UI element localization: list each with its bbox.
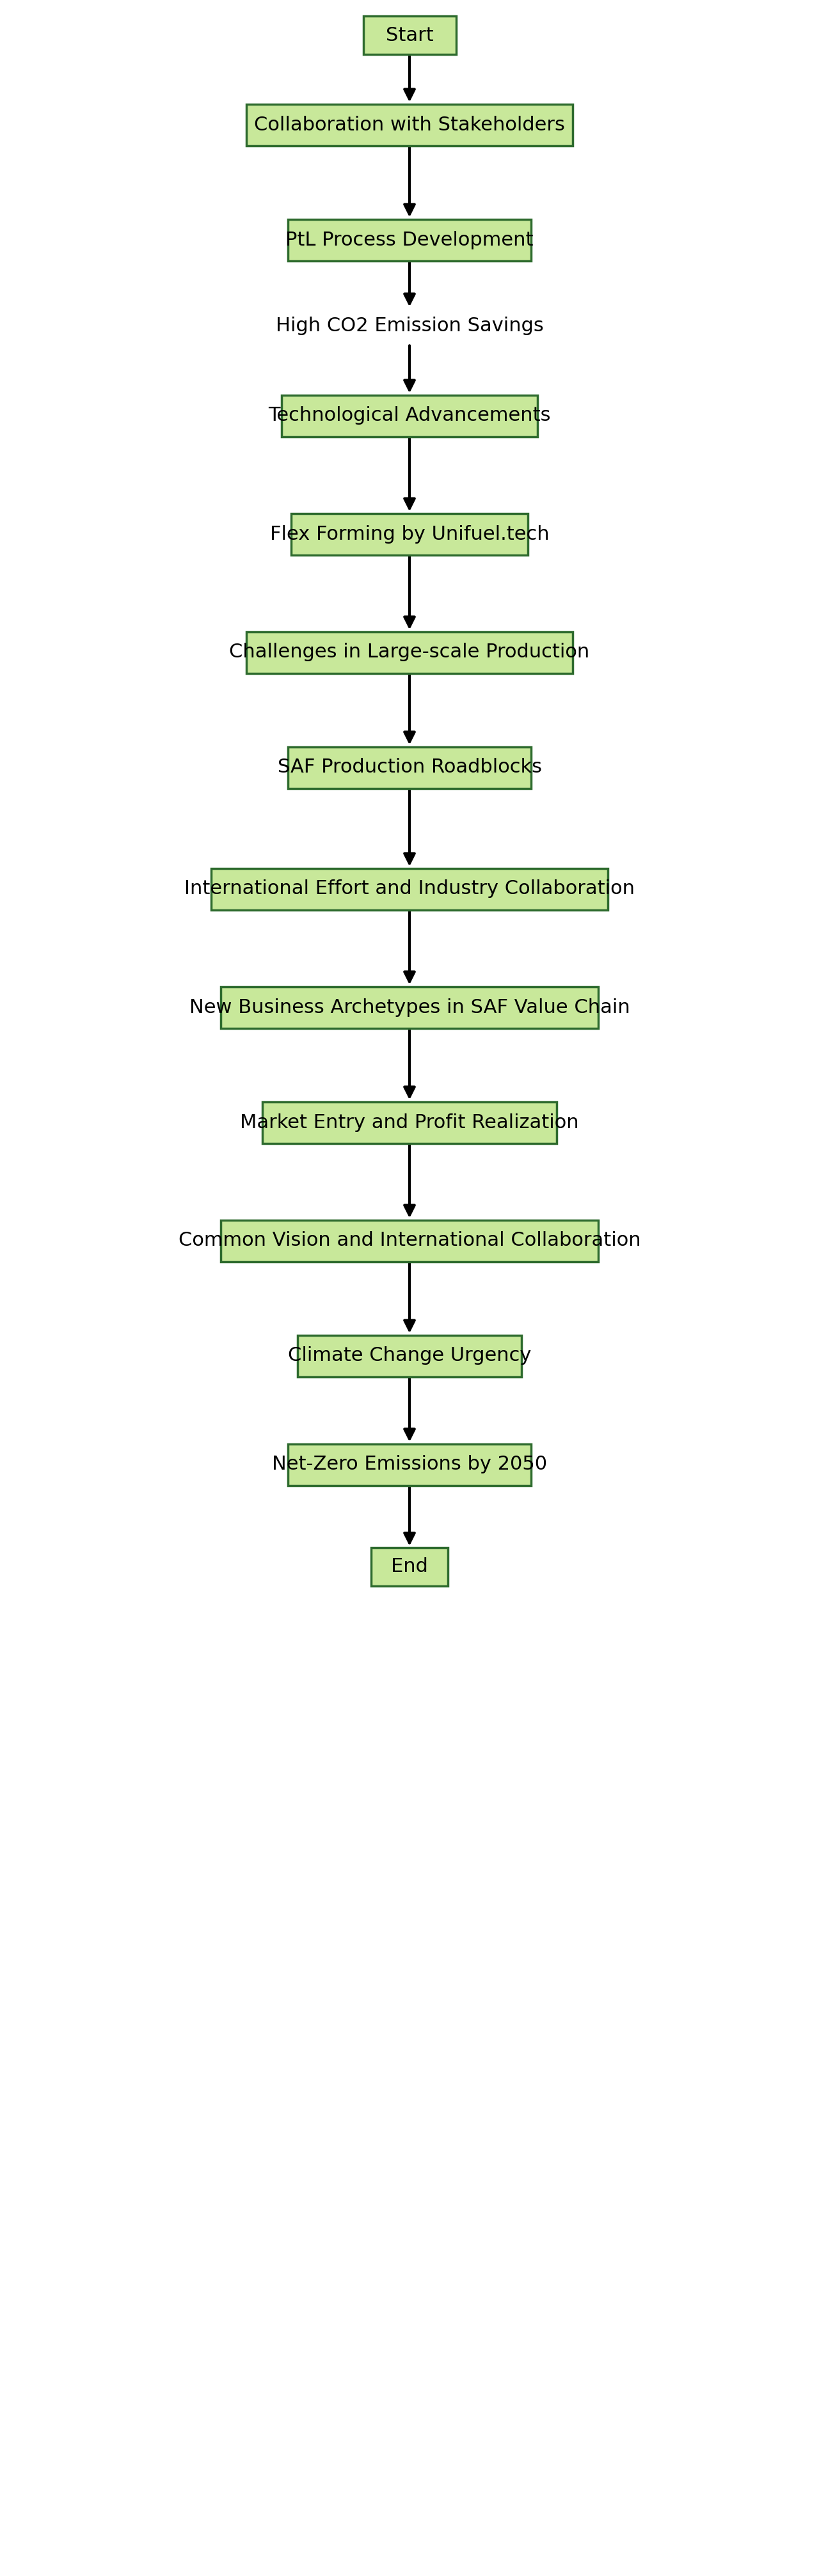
FancyBboxPatch shape — [221, 1221, 598, 1262]
FancyBboxPatch shape — [297, 1334, 522, 1376]
FancyBboxPatch shape — [221, 987, 598, 1028]
FancyBboxPatch shape — [247, 631, 572, 672]
Text: New Business Archetypes in SAF Value Chain: New Business Archetypes in SAF Value Cha… — [189, 997, 630, 1018]
Text: Challenges in Large-scale Production: Challenges in Large-scale Production — [229, 644, 590, 662]
FancyBboxPatch shape — [282, 394, 537, 435]
Text: SAF Production Roadblocks: SAF Production Roadblocks — [278, 757, 541, 778]
FancyBboxPatch shape — [288, 747, 531, 788]
Text: PtL Process Development: PtL Process Development — [286, 229, 533, 250]
FancyBboxPatch shape — [288, 1443, 531, 1486]
Text: Climate Change Urgency: Climate Change Urgency — [287, 1347, 532, 1365]
Text: Common Vision and International Collaboration: Common Vision and International Collabor… — [179, 1231, 640, 1249]
FancyBboxPatch shape — [288, 219, 531, 260]
Text: Net-Zero Emissions by 2050: Net-Zero Emissions by 2050 — [272, 1455, 547, 1473]
Text: Technological Advancements: Technological Advancements — [269, 407, 550, 425]
Text: High CO2 Emission Savings: High CO2 Emission Savings — [275, 317, 544, 335]
Text: Flex Forming by Unifuel.tech: Flex Forming by Unifuel.tech — [269, 526, 550, 544]
FancyBboxPatch shape — [247, 103, 572, 144]
FancyBboxPatch shape — [211, 868, 608, 909]
Text: Start: Start — [386, 26, 433, 44]
FancyBboxPatch shape — [291, 513, 528, 554]
Text: End: End — [391, 1558, 428, 1577]
FancyBboxPatch shape — [371, 1548, 448, 1587]
Text: International Effort and Industry Collaboration: International Effort and Industry Collab… — [184, 878, 635, 899]
FancyBboxPatch shape — [262, 1103, 557, 1144]
Text: Collaboration with Stakeholders: Collaboration with Stakeholders — [254, 116, 565, 134]
FancyBboxPatch shape — [363, 15, 456, 54]
Text: Market Entry and Profit Realization: Market Entry and Profit Realization — [240, 1113, 579, 1131]
